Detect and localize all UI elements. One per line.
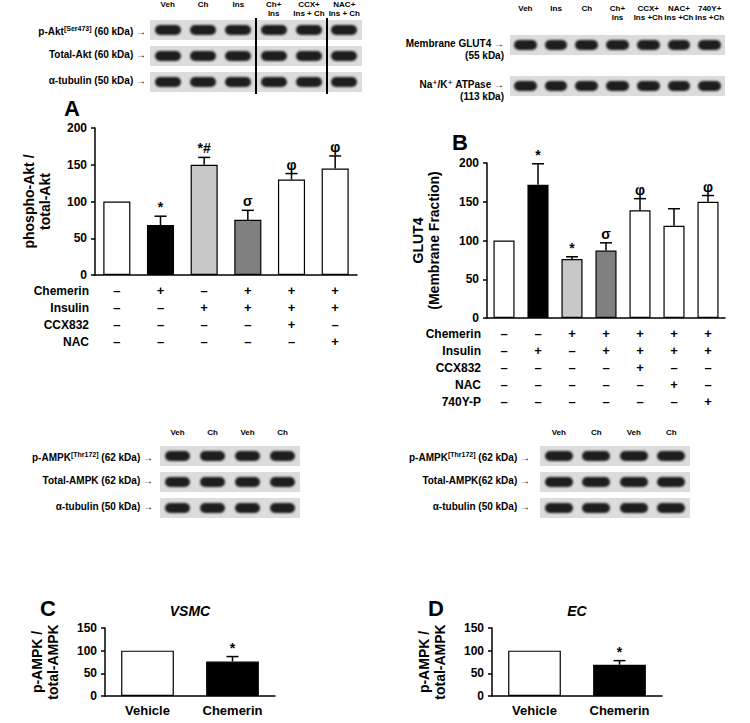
svg-text:150: 150 [67,158,87,172]
svg-text:Chemerin: Chemerin [203,703,263,718]
html-text:Ch: Ch [277,428,288,437]
svg-text:200: 200 [459,156,479,170]
svg-text:φ: φ [635,182,645,198]
svg-text:*: * [617,644,623,660]
html-text:NAC: NAC [63,335,89,349]
html-text:Total-AMPK (62 kDa) →: Total-AMPK (62 kDa) → [42,475,153,486]
html-text:Total-AMPK(62 kDa) →: Total-AMPK(62 kDa) → [422,475,530,486]
html-text:Ch: Ch [590,428,602,437]
html-text:p-Akt[Ser473](60 kDa) →: p-Akt[Ser473](60 kDa) → [38,25,146,38]
html-text:A: A [64,96,80,121]
html-text:CCX832: CCX832 [43,318,89,332]
svg-text:50: 50 [466,272,480,286]
svg-text:(Membrane Fraction): (Membrane Fraction) [426,171,442,309]
svg-text:Vehicle: Vehicle [125,703,170,718]
html-text:CCX+ Ins +Ch: CCX+ Ins +Ch [633,4,663,22]
svg-text:phospho-Akt /: phospho-Akt / [21,154,37,248]
html-text:(55 kDa): (55 kDa) [465,50,504,61]
html-text:Ch: Ch [665,428,677,437]
svg-text:φ: φ [286,157,296,173]
svg-text:150: 150 [77,621,97,635]
svg-text:*: * [158,199,164,215]
html-text:740Y+ Ins +Ch: 740Y+ Ins +Ch [695,4,725,22]
html-text:Insulin: Insulin [50,301,89,315]
html-text:NAC: NAC [455,378,481,392]
html-text:B: B [452,130,468,155]
html-text:EC: EC [567,603,587,619]
svg-text:0: 0 [90,689,97,703]
svg-text:Vehicle: Vehicle [512,703,557,718]
html-text:Ch: Ch [581,4,593,13]
html-text:CCX+ Ins + Ch: CCX+ Ins + Ch [293,0,325,18]
html-text:Ch: Ch [197,0,209,9]
svg-text:φ: φ [330,139,340,155]
html-text:NAC+ Ins + Ch: NAC+ Ins + Ch [328,0,360,18]
html-text:(113 kDa): (113 kDa) [460,91,504,102]
svg-text:*: * [535,147,541,163]
svg-text:0: 0 [472,311,479,325]
html-text:CCX832: CCX832 [435,361,481,375]
svg-text:100: 100 [77,644,97,658]
svg-text:100: 100 [459,234,479,248]
svg-text:total-AMPK: total-AMPK [45,624,61,699]
svg-text:150: 150 [464,621,484,635]
html-text:C: C [40,596,56,621]
svg-text:150: 150 [459,195,479,209]
html-text:Na⁺/K⁺ ATPase →: Na⁺/K⁺ ATPase → [419,79,504,90]
svg-text:*#: *# [198,140,211,156]
html-text:Ins: Ins [232,0,245,9]
html-text:α-tubulin (50 kDa) →: α-tubulin (50 kDa) → [432,501,530,512]
html-text:Membrane GLUT4 →: Membrane GLUT4 → [405,38,504,49]
svg-text:50: 50 [84,666,98,680]
html-text:Veh: Veh [240,428,255,437]
svg-text:200: 200 [67,121,87,135]
svg-text:GLUT4: GLUT4 [410,217,426,263]
svg-text:σ: σ [243,193,253,209]
svg-text:50: 50 [74,231,88,245]
html-text:Insulin: Insulin [442,344,481,358]
html-text:NAC+ Ins +Ch: NAC+ Ins +Ch [664,4,694,22]
svg-text:total-Akt: total-Akt [37,173,53,230]
html-text:Veh: Veh [626,428,641,437]
svg-text:*: * [230,640,236,656]
svg-text:total-AMPK: total-AMPK [432,624,448,699]
html-text:α-tubulin (50 kDa) →: α-tubulin (50 kDa) → [48,75,146,86]
html-text:Ch+ Ins: Ch+ Ins [266,0,282,18]
svg-text:σ: σ [601,226,611,242]
svg-text:p-AMPK /: p-AMPK / [416,631,432,693]
svg-text:50: 50 [471,666,485,680]
svg-text:0: 0 [80,268,87,282]
svg-text:*: * [569,240,575,256]
svg-text:100: 100 [67,195,87,209]
html-text:740Y-P: 740Y-P [441,395,481,409]
html-text:Veh: Veh [160,0,175,9]
html-text:Chemerin: Chemerin [33,284,89,298]
svg-text:100: 100 [464,644,484,658]
html-text:D: D [428,596,444,621]
html-text:p-AMPK[Thr172](62 kDa) →: p-AMPK[Thr172](62 kDa) → [409,451,530,464]
html-text:Ins: Ins [550,4,562,13]
html-text:Veh: Veh [170,428,185,437]
html-text:p-AMPK[Thr172](62 kDa) →: p-AMPK[Thr172](62 kDa) → [32,451,153,464]
html-text:α-tubulin (50 kDa) →: α-tubulin (50 kDa) → [55,501,153,512]
html-text:Ch+ Ins: Ch+ Ins [609,4,626,22]
html-text:Veh: Veh [518,4,533,13]
html-text:Total-Akt (60 kDa) →: Total-Akt (60 kDa) → [48,49,146,60]
html-text:Veh: Veh [551,428,566,437]
html-text:VSMC: VSMC [169,603,211,619]
svg-text:p-AMPK /: p-AMPK / [29,631,45,693]
html-text:Chemerin: Chemerin [425,327,481,341]
svg-text:0: 0 [477,689,484,703]
svg-text:Chemerin: Chemerin [590,703,650,718]
svg-text:φ: φ [703,179,713,195]
html-text:Ch: Ch [207,428,218,437]
